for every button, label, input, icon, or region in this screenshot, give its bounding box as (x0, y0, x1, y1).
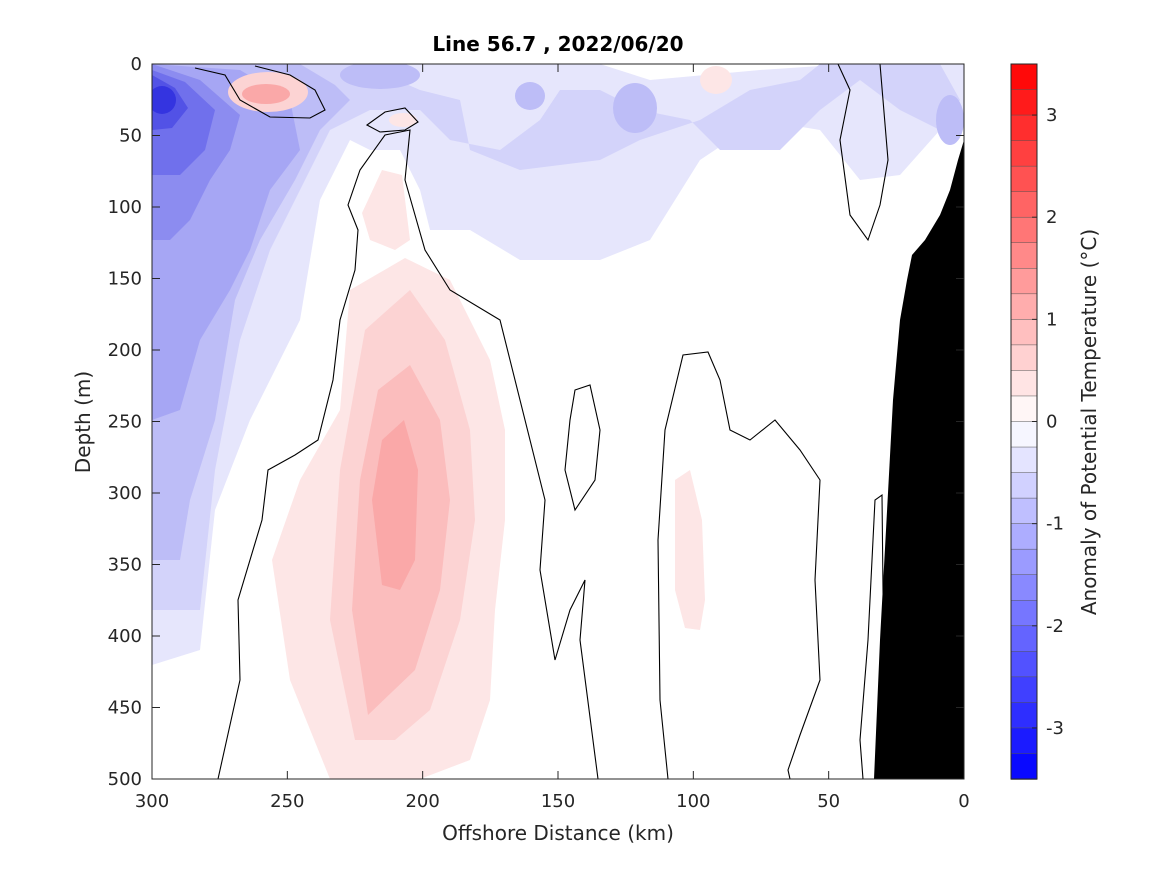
colorbar-segment (1010, 625, 1038, 653)
zero-contour-main (217, 129, 599, 779)
y-axis: 0 50 100 150 200 250 300 350 400 450 500 (108, 54, 964, 790)
colorbar-segment (1010, 216, 1038, 244)
colorbar-tick-label: 2 (1046, 207, 1057, 228)
y-tick-label: 100 (108, 197, 142, 218)
plot-area (152, 64, 964, 779)
colorbar-segment (1010, 702, 1038, 729)
warm-patch-upper (362, 170, 410, 250)
warm-level-4 (372, 420, 418, 590)
zero-contour-loop-1 (564, 384, 601, 512)
colorbar-segment (1010, 421, 1038, 448)
colorbar-segment (1010, 319, 1038, 346)
y-tick-label: 300 (108, 483, 142, 504)
colorbar-segment (1010, 676, 1038, 704)
colorbar-tick-label: -1 (1046, 514, 1064, 535)
colorbar-segment (1010, 548, 1038, 576)
colorbar-segment (1010, 472, 1038, 499)
zero-contour-tiny (365, 107, 419, 133)
x-axis-label: Offshore Distance (km) (442, 821, 674, 845)
zero-contour-loop-2 (657, 351, 821, 779)
colorbar-segment (1010, 574, 1038, 602)
y-tick-label: 250 (108, 412, 142, 433)
colorbar-label: Anomaly of Potential Temperature (°C) (1077, 229, 1101, 615)
colorbar-tick-label: 0 (1046, 412, 1057, 433)
colorbar-segment (1010, 497, 1038, 525)
colorbar-segment (1010, 242, 1038, 270)
warm-patch-surface-inner (242, 84, 290, 104)
chart-title: Line 56.7 , 2022/06/20 (432, 32, 683, 56)
warm-patch-tiny (389, 113, 417, 127)
colorbar-segment (1010, 446, 1038, 474)
y-tick-label: 450 (108, 698, 142, 719)
x-tick-label: 150 (541, 791, 575, 812)
colorbar-segment (1010, 140, 1038, 167)
zero-contours (194, 64, 889, 779)
colorbar-segment (1010, 114, 1038, 142)
colorbar-segment (1010, 651, 1038, 678)
colorbar-ticks: 3 2 1 0 -1 -2 -3 (1032, 105, 1064, 739)
y-tick-label: 500 (108, 769, 142, 790)
zero-contour-surface-warm (194, 65, 326, 119)
colorbar-segment (1010, 165, 1038, 193)
colorbar-segment (1010, 293, 1038, 321)
colorbar-segment (1010, 753, 1038, 780)
zero-contour-shelf (837, 64, 889, 242)
warm-patch-deep (675, 470, 705, 630)
cold-patch-mid (613, 83, 657, 133)
colorbar-segment (1010, 63, 1038, 91)
y-tick-label: 150 (108, 269, 142, 290)
y-tick-label: 350 (108, 555, 142, 576)
x-tick-label: 0 (958, 791, 969, 812)
colorbar-segment (1010, 600, 1038, 627)
y-tick-label: 400 (108, 626, 142, 647)
colorbar-tick-label: 1 (1046, 309, 1057, 330)
x-tick-label: 50 (817, 791, 840, 812)
warm-patch-shelf (700, 66, 732, 94)
colorbar-tick-label: -3 (1046, 718, 1064, 739)
colorbar-segment (1010, 344, 1038, 372)
zero-contour-deep-near (859, 493, 886, 779)
x-tick-label: 200 (405, 791, 439, 812)
x-axis: 300 250 200 150 100 50 0 (135, 64, 970, 812)
colorbar-segment (1010, 191, 1038, 218)
cold-anomaly-field (152, 64, 964, 665)
warm-anomaly-field (228, 66, 732, 779)
cold-patch-small (515, 82, 545, 110)
colorbar-segment (1010, 370, 1038, 397)
y-axis-label: Depth (m) (71, 371, 95, 473)
colorbar-segment (1010, 395, 1038, 423)
bathymetry-mask (874, 140, 964, 779)
y-tick-label: 50 (119, 126, 142, 147)
cold-level-8 (152, 86, 176, 114)
x-tick-label: 300 (135, 791, 169, 812)
cold-patch-nearshore (936, 95, 964, 145)
colorbar-segment (1010, 89, 1038, 116)
cold-patch-surface (340, 64, 420, 89)
y-tick-label: 200 (108, 340, 142, 361)
colorbar-tick-label: -2 (1046, 616, 1064, 637)
x-tick-label: 250 (270, 791, 304, 812)
colorbar-segment (1010, 727, 1038, 755)
colorbar-segment (1010, 523, 1038, 550)
x-tick-label: 100 (676, 791, 710, 812)
y-tick-label: 0 (131, 54, 142, 75)
colorbar-tick-label: 3 (1046, 105, 1057, 126)
colorbar-segment (1010, 268, 1038, 295)
